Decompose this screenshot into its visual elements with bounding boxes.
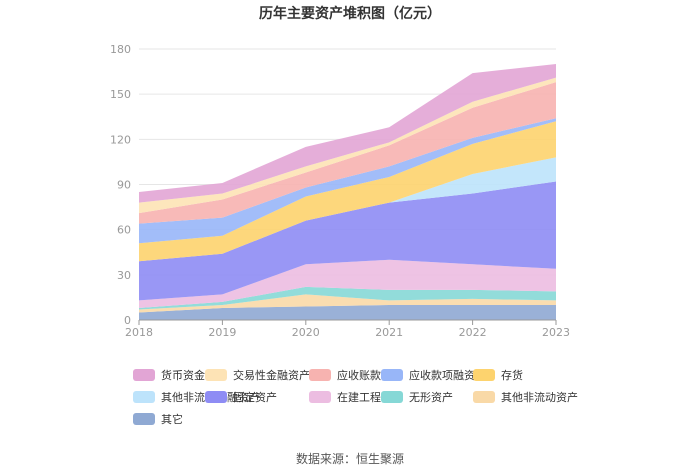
legend-item[interactable]: 无形资产 [381, 389, 453, 405]
area-series [139, 304, 556, 320]
legend-label: 应收账款 [337, 369, 381, 382]
y-tick-label: 60 [117, 224, 131, 237]
legend-swatch [381, 369, 403, 381]
y-tick-label: 180 [110, 43, 131, 56]
y-tick-label: 30 [117, 269, 131, 282]
x-tick-label: 2019 [208, 326, 236, 339]
legend-item[interactable]: 其它 [133, 411, 183, 427]
legend-label: 货币资金 [161, 369, 205, 382]
legend-label: 无形资产 [409, 391, 453, 404]
y-tick-label: 150 [110, 88, 131, 101]
legend-label: 固定资产 [233, 391, 277, 404]
legend-item[interactable]: 应收款项融资 [381, 367, 475, 383]
legend-swatch [309, 369, 331, 381]
legend-swatch [133, 413, 155, 425]
area-series [139, 294, 556, 313]
legend-swatch [133, 391, 155, 403]
legend-swatch [133, 369, 155, 381]
legend-label: 存货 [501, 369, 523, 382]
legend-item[interactable]: 货币资金 [133, 367, 205, 383]
y-tick-label: 0 [124, 314, 131, 327]
x-tick-label: 2020 [292, 326, 320, 339]
legend-label: 其它 [161, 413, 183, 426]
area-series [139, 64, 556, 203]
legend-item[interactable]: 存货 [473, 367, 523, 383]
y-tick-label: 120 [110, 133, 131, 146]
y-tick-label: 90 [117, 179, 131, 192]
legend-swatch [205, 369, 227, 381]
area-series [139, 77, 556, 214]
legend-label: 在建工程 [337, 391, 381, 404]
x-tick-label: 2022 [459, 326, 487, 339]
legend-label: 交易性金融资产 [233, 369, 310, 382]
area-series [139, 181, 556, 301]
legend-swatch [205, 391, 227, 403]
legend-label: 应收款项融资 [409, 369, 475, 382]
area-series [139, 82, 556, 224]
area-series [139, 286, 556, 310]
legend-swatch [473, 369, 495, 381]
legend-item[interactable]: 应收账款 [309, 367, 381, 383]
area-series [139, 118, 556, 244]
legend-item[interactable]: 在建工程 [309, 389, 381, 405]
x-tick-label: 2023 [542, 326, 570, 339]
legend-swatch [309, 391, 331, 403]
legend-swatch [473, 391, 495, 403]
legend-item[interactable]: 其他非流动资产 [473, 389, 578, 405]
data-source: 数据来源：恒生聚源 [295, 452, 404, 466]
chart-title: 历年主要资产堆积图（亿元） [259, 5, 441, 22]
x-tick-label: 2021 [375, 326, 403, 339]
area-series [139, 121, 556, 262]
area-series [139, 259, 556, 308]
legend-item[interactable]: 交易性金融资产 [205, 367, 310, 383]
legend-swatch [381, 391, 403, 403]
area-series [139, 157, 556, 262]
x-tick-label: 2018 [125, 326, 153, 339]
legend-item[interactable]: 固定资产 [205, 389, 277, 405]
legend-label: 其他非流动资产 [501, 391, 578, 404]
